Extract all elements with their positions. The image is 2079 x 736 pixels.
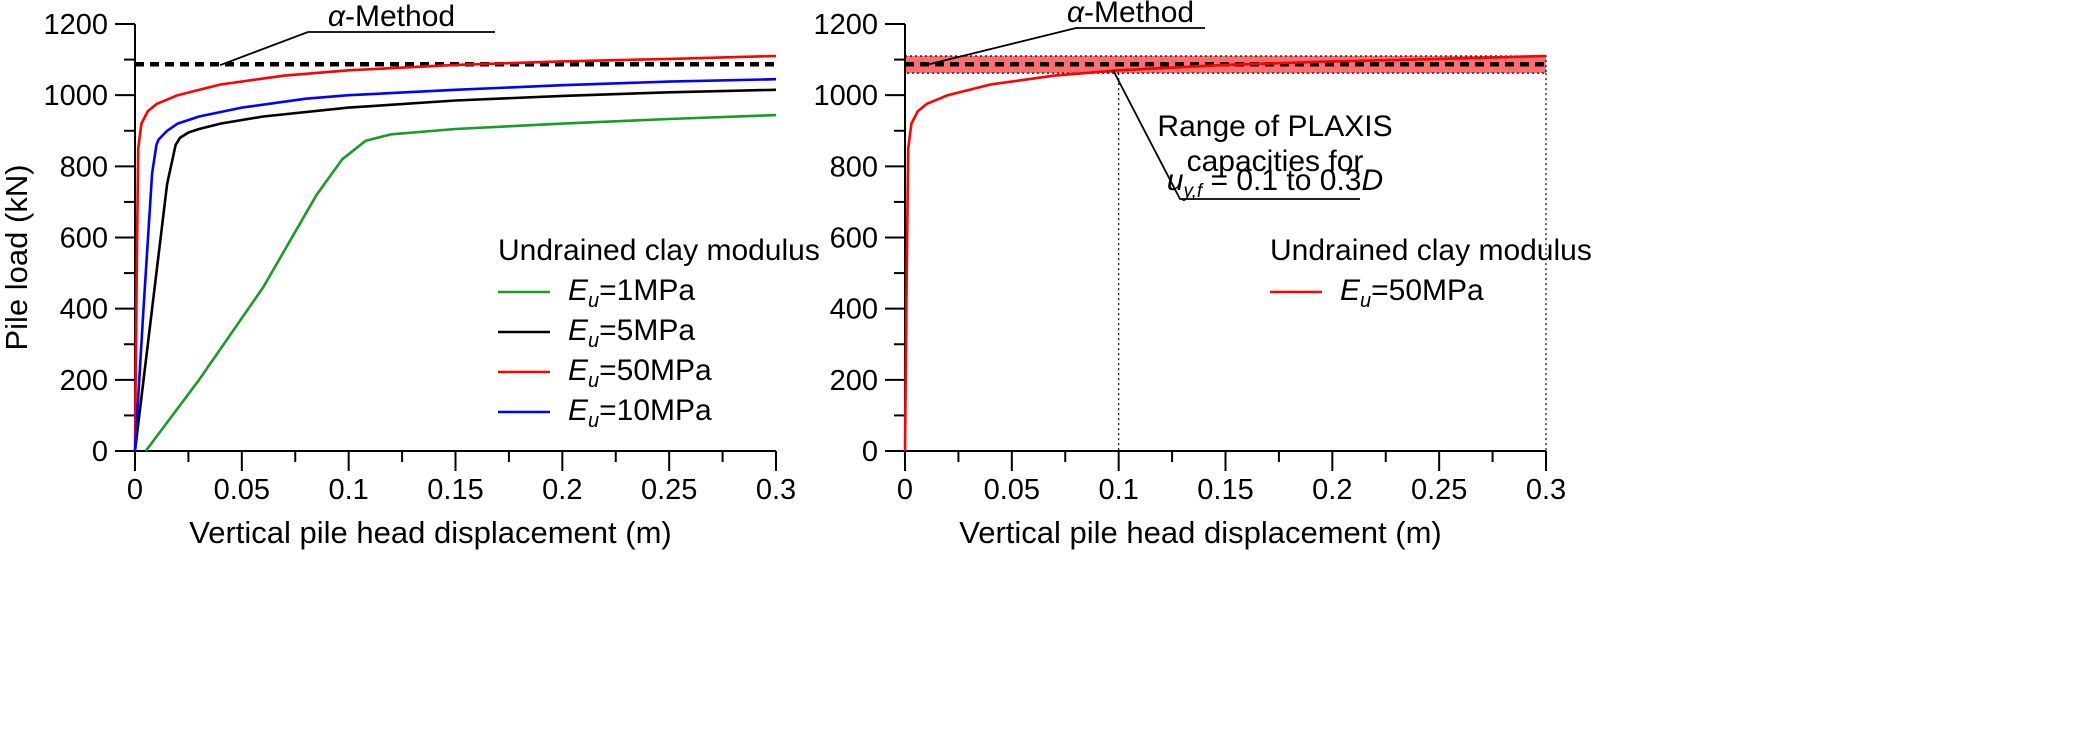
legend-label-4: Eu=10MPa xyxy=(568,394,712,432)
eq-middle: = 0.1 to 0.3 xyxy=(1202,164,1361,197)
x-tick-label: 0.15 xyxy=(1197,474,1253,506)
range-annotation-leader xyxy=(1112,69,1360,200)
alpha-method-text: -Method xyxy=(1084,0,1194,29)
range-annotation-line-1: Range of PLAXIS xyxy=(1157,110,1392,143)
alpha-method-label: α-Method xyxy=(328,0,455,33)
range-annotation-line-2: capacities for xyxy=(1187,145,1364,178)
eq-var: u xyxy=(1167,164,1184,197)
legend-label-2: Eu=5MPa xyxy=(568,314,695,352)
legend-subscript: u xyxy=(1360,290,1371,312)
legend-value: =10MPa xyxy=(599,394,712,427)
x-tick-label: 0 xyxy=(127,474,143,506)
legend-symbol: E xyxy=(568,314,589,347)
legend-value: =1MPa xyxy=(599,274,695,307)
x-tick-label: 0.1 xyxy=(1099,474,1139,506)
y-tick-label: 1000 xyxy=(43,80,108,112)
legend-symbol: E xyxy=(568,354,589,387)
series-line-1 xyxy=(144,113,777,452)
alpha-method-label: α-Method xyxy=(1067,0,1194,29)
legend-value: =50MPa xyxy=(1371,274,1484,307)
alpha-method-leader xyxy=(219,31,495,67)
y-tick-label: 1200 xyxy=(43,9,108,41)
series-line-4 xyxy=(133,77,777,452)
x-axis-label: Vertical pile head displacement (m) xyxy=(959,515,1441,550)
legend-subscript: u xyxy=(588,410,599,432)
legend-label-1: Eu=1MPa xyxy=(568,274,695,312)
legend-value: =50MPa xyxy=(599,354,712,387)
y-tick-label: 200 xyxy=(830,365,878,397)
x-tick-label: 0.3 xyxy=(756,474,796,506)
range-annotation-equation: uy,f = 0.1 to 0.3D xyxy=(1167,164,1383,202)
legend-subscript: u xyxy=(588,330,599,352)
y-tick-label: 800 xyxy=(60,151,108,183)
x-tick-label: 0.15 xyxy=(427,474,483,506)
legend-symbol: E xyxy=(1340,274,1361,307)
legend-label-3: Eu=50MPa xyxy=(568,354,712,392)
y-tick-label: 400 xyxy=(830,294,878,326)
chart-panel-1: 0 200 400 600 800 1000 1200 0 0.05 0.1 0.15 0.2 0.25… xyxy=(0,0,820,550)
series-line-1 xyxy=(903,54,1547,452)
eq-subscript: y,f xyxy=(1182,181,1204,202)
y-tick-label: 600 xyxy=(60,223,108,255)
chart-panel-2: 0 200 400 600 800 1000 1200 0 0.05 0.1 0.15 0.2 0.25… xyxy=(813,0,1591,550)
series-line-2 xyxy=(133,88,777,452)
y-tick-label: 0 xyxy=(92,436,108,468)
x-tick-label: 0.2 xyxy=(542,474,582,506)
alpha-method-leader xyxy=(924,27,1205,67)
y-tick-label: 0 xyxy=(862,436,878,468)
x-tick-label: 0.1 xyxy=(329,474,369,506)
x-tick-label: 0.05 xyxy=(984,474,1040,506)
x-axis-label: Vertical pile head displacement (m) xyxy=(189,515,671,550)
y-tick-label: 600 xyxy=(830,223,878,255)
y-tick-label: 200 xyxy=(60,365,108,397)
series-line-3 xyxy=(133,54,777,452)
legend-subscript: u xyxy=(588,370,599,392)
legend-symbol: E xyxy=(568,394,589,427)
x-tick-label: 0.05 xyxy=(214,474,270,506)
y-tick-label: 1000 xyxy=(813,80,878,112)
y-axis-label: Pile load (kN) xyxy=(0,164,34,350)
y-tick-label: 800 xyxy=(830,151,878,183)
legend-subscript: u xyxy=(588,290,599,312)
x-tick-label: 0.25 xyxy=(1411,474,1467,506)
x-tick-label: 0.3 xyxy=(1526,474,1566,506)
legend-value: =5MPa xyxy=(599,314,695,347)
alpha-symbol: α xyxy=(328,0,346,33)
legend-title: Undrained clay modulus xyxy=(1270,234,1592,267)
legend-title: Undrained clay modulus xyxy=(498,234,820,267)
y-tick-label: 1200 xyxy=(813,9,878,41)
y-tick-label: 400 xyxy=(60,294,108,326)
x-tick-label: 0.2 xyxy=(1312,474,1352,506)
x-tick-label: 0.25 xyxy=(641,474,697,506)
legend-label-1: Eu=50MPa xyxy=(1340,274,1484,312)
alpha-method-text: -Method xyxy=(345,0,455,33)
eq-end: D xyxy=(1361,164,1383,197)
x-tick-label: 0 xyxy=(897,474,913,506)
legend-symbol: E xyxy=(568,274,589,307)
alpha-symbol: α xyxy=(1067,0,1085,29)
